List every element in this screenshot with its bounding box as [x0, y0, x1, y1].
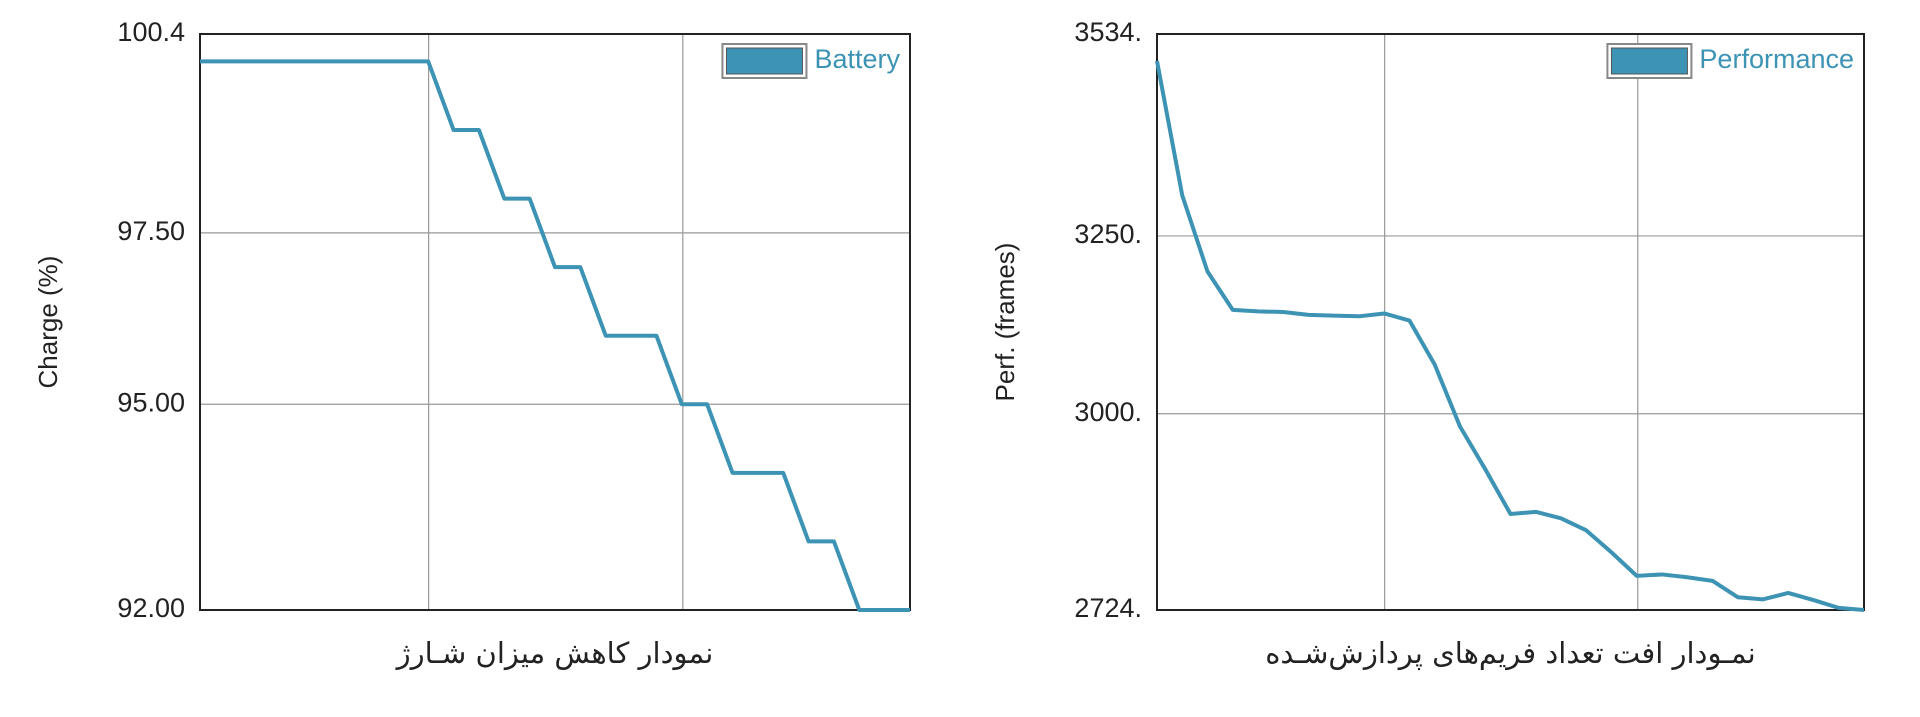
y-axis-label: Perf. (frames) — [990, 243, 1020, 402]
plot-frame — [199, 33, 911, 611]
chart-title: نمـودار افت تعداد فریم‌های پردازش‌شـده — [1265, 636, 1756, 671]
legend-swatch — [725, 47, 803, 75]
y-tick-label: 2724. — [1074, 593, 1142, 623]
y-axis-label: Charge (%) — [33, 256, 63, 389]
legend: Battery — [721, 43, 900, 79]
y-tick-label: 97.50 — [117, 216, 185, 246]
data-line — [200, 59, 910, 612]
data-line — [1155, 60, 1865, 612]
y-tick-label: 95.00 — [117, 387, 185, 417]
legend: Performance — [1606, 43, 1854, 79]
legend-label: Battery — [814, 44, 900, 74]
y-tick-label: 3534. — [1074, 17, 1142, 47]
y-tick-label: 100.4 — [117, 17, 185, 47]
legend-swatch — [1610, 47, 1688, 75]
legend-label: Performance — [1699, 44, 1854, 74]
plot-frame — [1156, 33, 1865, 611]
y-tick-label: 3250. — [1074, 219, 1142, 249]
chart-title: نمودار کاهش میزان شـارژ — [395, 636, 714, 670]
y-tick-label: 3000. — [1074, 397, 1142, 427]
y-tick-label: 92.00 — [117, 593, 185, 623]
